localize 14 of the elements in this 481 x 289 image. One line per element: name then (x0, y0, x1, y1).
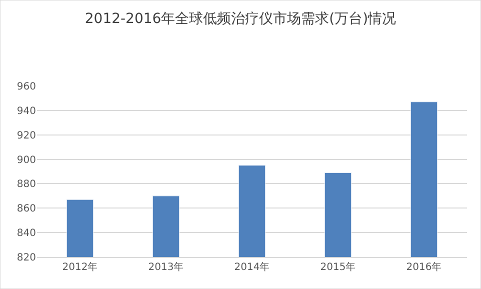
x-tick-label: 2013年 (148, 261, 184, 273)
x-tick-label: 2015年 (320, 261, 356, 273)
y-tick-label: 860 (16, 204, 36, 215)
y-tick-label: 960 (16, 82, 36, 92)
x-tick-label: 2014年 (234, 261, 270, 273)
x-tick-label: 2016年 (406, 261, 442, 273)
y-tick-label: 920 (16, 130, 36, 142)
x-tick-label: 2012年 (62, 261, 98, 273)
y-tick-label: 840 (16, 228, 36, 240)
y-tick-label: 880 (16, 179, 36, 190)
y-tick-label: 820 (16, 252, 36, 264)
chart-title: 2012-2016年全球低频治疗仪市场需求(万台)情况 (84, 10, 396, 27)
y-tick-label: 900 (16, 154, 36, 166)
y-tick-label: 940 (16, 106, 36, 117)
